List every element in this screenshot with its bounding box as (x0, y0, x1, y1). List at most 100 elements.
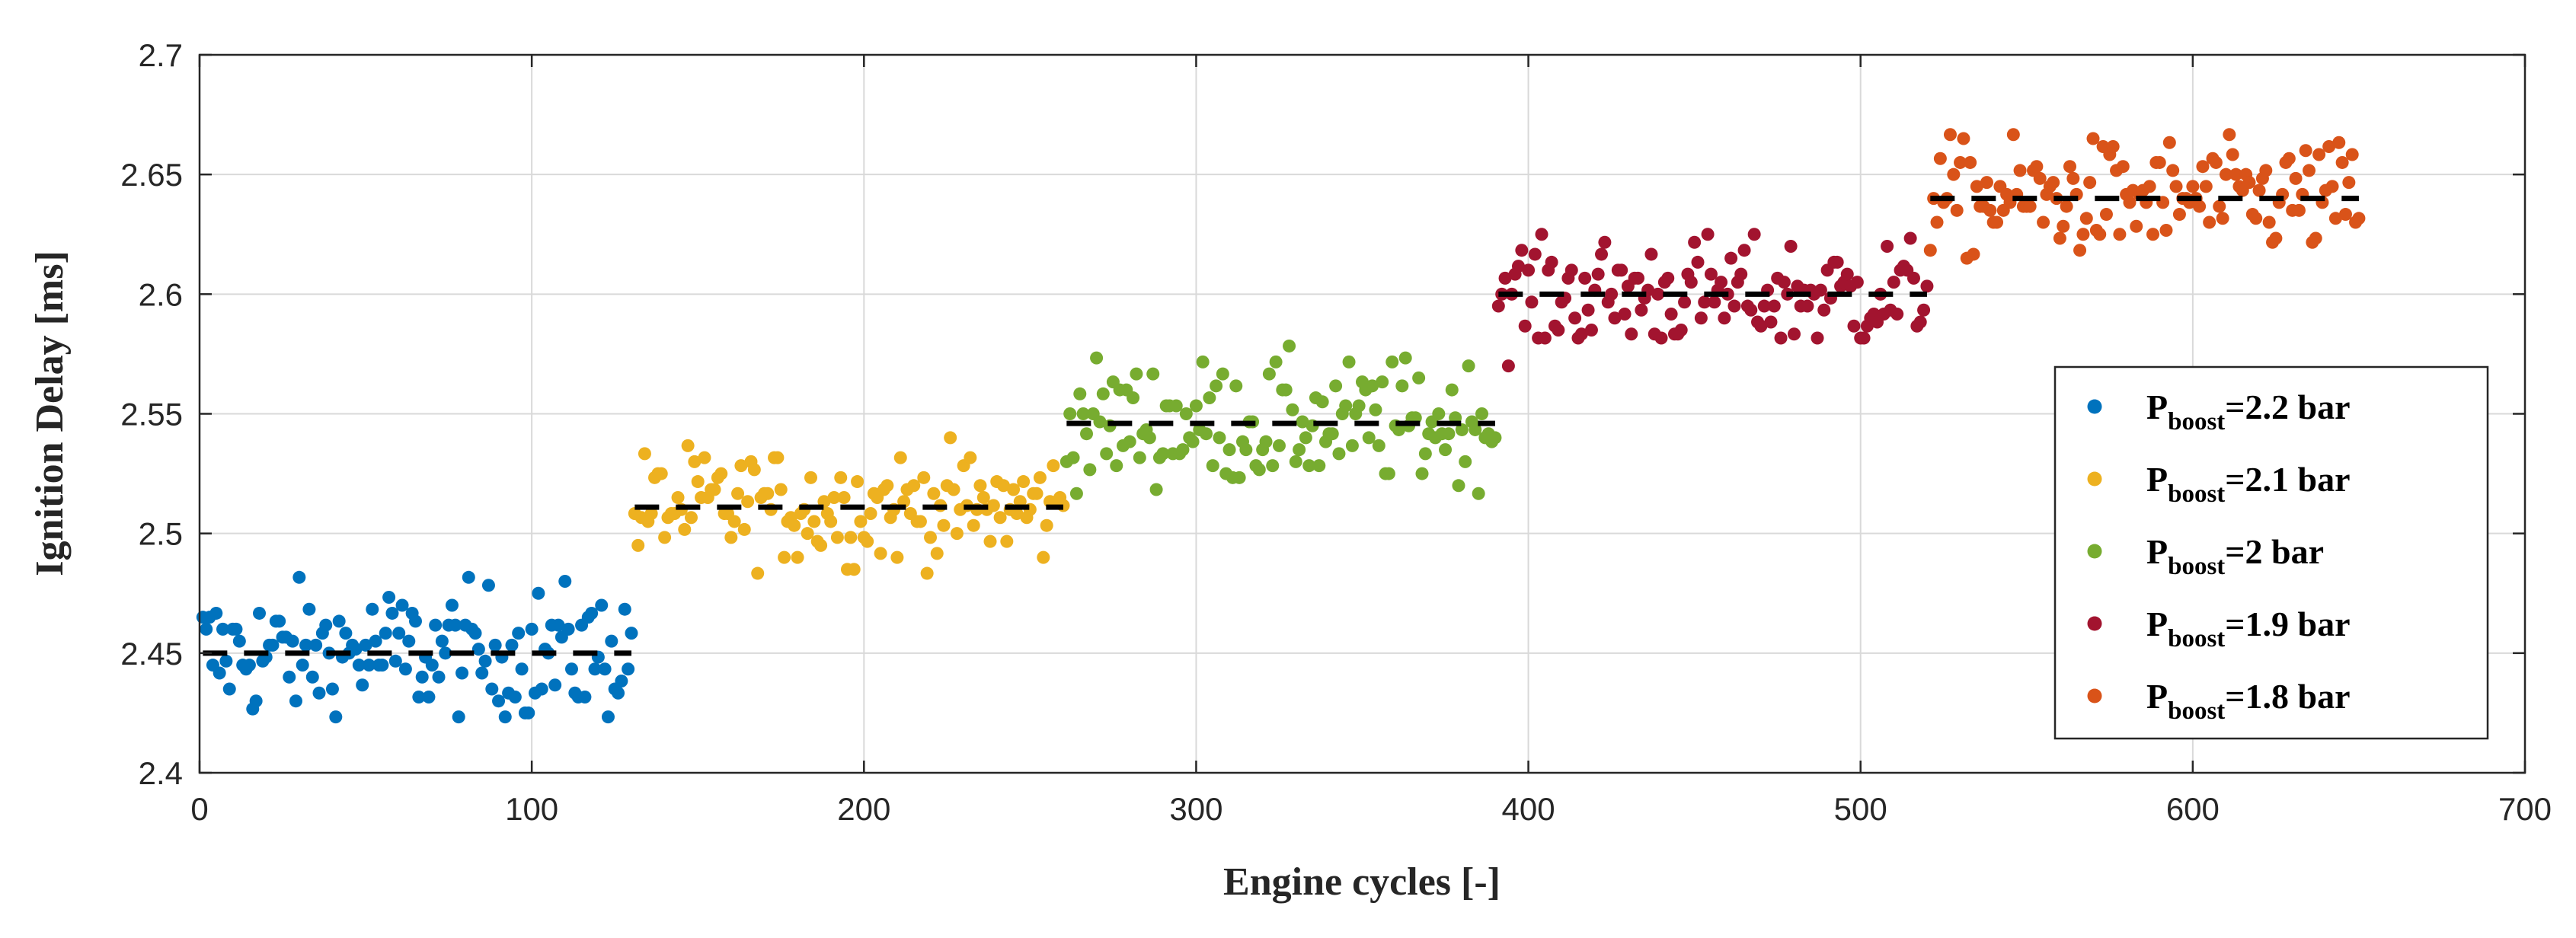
data-point (1930, 215, 1944, 229)
data-point (1342, 355, 1356, 368)
data-point (2309, 231, 2322, 245)
legend-marker (2087, 688, 2102, 704)
data-point (2196, 160, 2210, 174)
legend-label: Pboost=1.9 bar (2146, 605, 2351, 652)
data-point (1200, 427, 1213, 441)
data-point (2076, 228, 2090, 241)
data-point (1312, 459, 1326, 473)
data-point (1903, 231, 1917, 245)
data-point (2083, 176, 2097, 190)
data-point (2037, 215, 2050, 229)
data-point (2130, 219, 2143, 233)
data-point (1881, 239, 1894, 253)
data-point (1252, 463, 1266, 477)
data-point (1418, 447, 1432, 461)
data-point (388, 654, 402, 668)
data-point (1950, 203, 1964, 217)
data-point (200, 622, 213, 636)
data-point (778, 550, 791, 564)
data-point (2259, 164, 2273, 177)
data-point (2252, 183, 2266, 197)
data-point (1315, 395, 1329, 409)
legend-label: Pboost=2.1 bar (2146, 460, 2351, 508)
data-point (1133, 451, 1146, 464)
data-point (1535, 228, 1548, 241)
data-point (804, 471, 818, 484)
x-tick-label: 100 (505, 791, 558, 827)
data-point (1830, 255, 1844, 269)
data-point (625, 627, 638, 640)
data-point (2166, 164, 2180, 177)
data-point (698, 451, 711, 464)
data-point (525, 622, 539, 636)
data-point (1967, 247, 1980, 261)
data-point (644, 506, 658, 520)
data-point (2079, 212, 2093, 225)
data-point (2143, 180, 2156, 193)
data-point (305, 670, 319, 684)
data-point (558, 575, 572, 589)
data-point (213, 666, 226, 680)
data-point (1678, 295, 1692, 309)
data-point (425, 659, 439, 672)
data-point (229, 622, 243, 636)
data-point (329, 710, 343, 724)
data-point (2116, 160, 2130, 174)
series-5-points (1923, 128, 2366, 265)
data-point (551, 618, 565, 632)
legend-marker (2087, 471, 2102, 487)
data-point (761, 487, 775, 500)
y-tick-label: 2.6 (139, 276, 183, 312)
data-point (515, 662, 529, 676)
data-point (1146, 367, 1160, 381)
data-point (950, 527, 964, 541)
data-point (2023, 199, 2037, 213)
data-point (415, 670, 429, 684)
data-point (993, 511, 1007, 525)
data-point (1076, 407, 1090, 420)
data-point (907, 479, 921, 493)
data-point (1096, 387, 1110, 400)
data-point (1764, 315, 1778, 329)
data-point (1501, 359, 1515, 373)
data-point (1850, 276, 1864, 289)
x-tick-label: 0 (190, 791, 208, 827)
data-point (1734, 267, 1748, 281)
data-point (2099, 208, 2113, 222)
data-point (2322, 139, 2336, 153)
data-point (1475, 407, 1489, 420)
data-point (734, 459, 748, 473)
data-point (266, 638, 280, 652)
data-point (1491, 299, 1505, 313)
data-point (395, 598, 409, 612)
data-point (691, 475, 705, 489)
data-point (1332, 447, 1346, 461)
data-point (2229, 168, 2243, 181)
data-point (615, 675, 628, 688)
data-point (1030, 487, 1044, 500)
data-point (1983, 203, 1997, 217)
data-point (468, 627, 482, 640)
data-point (2169, 180, 2183, 193)
data-point (1439, 443, 1453, 457)
data-point (332, 614, 346, 628)
legend-box (2053, 365, 2489, 740)
data-point (1169, 399, 1183, 413)
legend-label: Pboost=2.2 bar (2146, 388, 2351, 436)
data-point (1382, 467, 1395, 480)
data-point (1767, 299, 1781, 313)
data-point (1362, 431, 1376, 445)
data-point (1262, 367, 1276, 381)
data-point (1063, 407, 1077, 420)
data-point (1372, 439, 1385, 452)
data-point (598, 662, 612, 676)
legend-items: Pboost=2.2 bar Pboost=2.1 bar Pboost=2 bar… (2087, 388, 2351, 725)
data-point (398, 662, 412, 676)
data-point (1488, 431, 1502, 445)
data-point (522, 706, 535, 719)
data-point (1176, 443, 1190, 457)
data-point (1801, 299, 1814, 313)
data-point (1007, 483, 1021, 496)
data-point (2223, 128, 2236, 142)
